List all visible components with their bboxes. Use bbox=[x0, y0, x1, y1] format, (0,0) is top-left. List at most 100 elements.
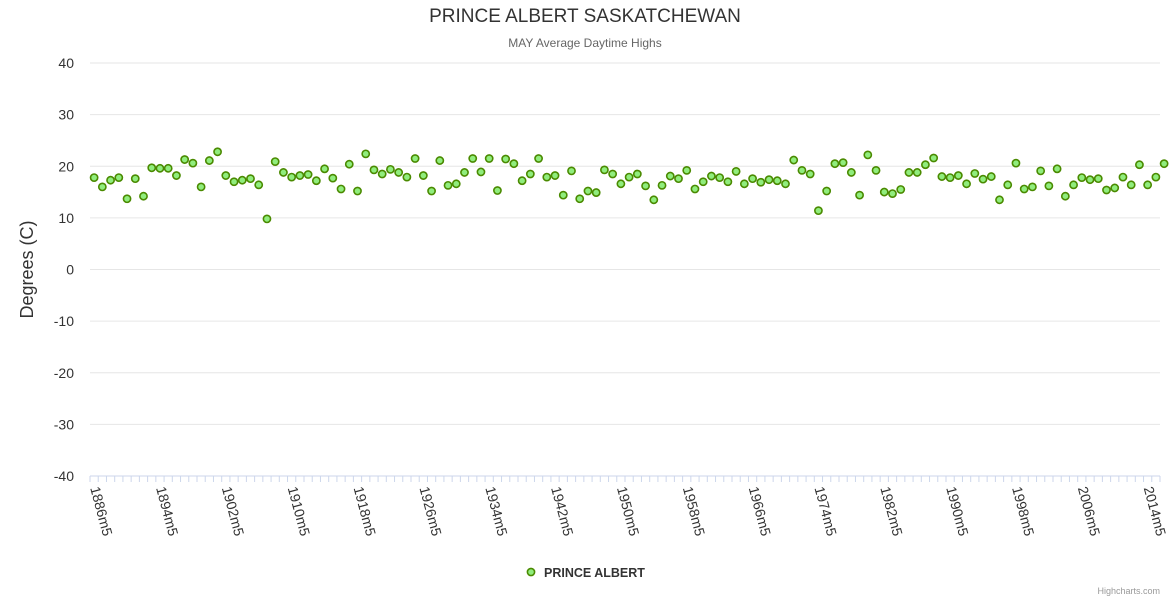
data-point bbox=[443, 180, 453, 190]
data-point bbox=[534, 154, 543, 163]
data-point bbox=[567, 166, 576, 176]
data-point bbox=[435, 156, 445, 165]
data-point bbox=[287, 172, 297, 182]
y-axis-title: Degrees (C) bbox=[17, 220, 37, 318]
x-tick-label: 1974m5 bbox=[812, 485, 841, 538]
data-point bbox=[707, 171, 716, 181]
data-point bbox=[1044, 181, 1054, 191]
data-point bbox=[114, 173, 124, 183]
data-point bbox=[501, 154, 511, 164]
data-point bbox=[575, 194, 585, 204]
data-point bbox=[550, 171, 560, 180]
data-point bbox=[517, 176, 527, 186]
y-tick-label: 10 bbox=[58, 210, 74, 226]
data-point bbox=[1060, 191, 1070, 201]
data-point bbox=[904, 168, 914, 177]
data-point bbox=[789, 155, 799, 165]
data-point bbox=[460, 168, 469, 177]
chart-title: PRINCE ALBERT SASKATCHEWAN bbox=[429, 6, 741, 27]
data-point bbox=[336, 184, 346, 194]
x-tick-label: 1966m5 bbox=[746, 485, 775, 538]
data-point bbox=[320, 164, 329, 174]
data-point bbox=[797, 165, 807, 175]
y-tick-label: 20 bbox=[58, 158, 74, 174]
data-point bbox=[295, 171, 305, 180]
data-point bbox=[1143, 180, 1153, 190]
x-tick-label: 2014m5 bbox=[1141, 485, 1170, 538]
data-point bbox=[270, 157, 280, 167]
x-tick-label: 1918m5 bbox=[351, 485, 380, 538]
data-point bbox=[180, 155, 190, 164]
data-point bbox=[427, 186, 436, 196]
data-point bbox=[962, 179, 971, 189]
data-point bbox=[929, 153, 939, 163]
data-point bbox=[1102, 185, 1111, 195]
data-point bbox=[822, 186, 832, 196]
x-tick-label: 1902m5 bbox=[219, 485, 248, 538]
data-point bbox=[995, 195, 1004, 205]
data-point bbox=[172, 171, 181, 180]
data-point bbox=[237, 175, 247, 185]
x-tick-label: 1886m5 bbox=[87, 485, 116, 538]
data-point bbox=[632, 169, 642, 179]
legend-label[interactable]: PRINCE ALBERT bbox=[544, 566, 645, 580]
data-point bbox=[953, 171, 963, 180]
data-point bbox=[122, 194, 132, 204]
data-point bbox=[163, 163, 173, 173]
data-point bbox=[855, 190, 864, 200]
data-point bbox=[246, 174, 255, 184]
data-point bbox=[418, 171, 428, 180]
data-point bbox=[624, 172, 634, 182]
data-point bbox=[756, 177, 766, 187]
legend-marker bbox=[526, 567, 536, 577]
data-point bbox=[863, 150, 873, 160]
data-point bbox=[583, 186, 593, 196]
data-point bbox=[139, 191, 148, 201]
data-point bbox=[616, 179, 626, 189]
data-point bbox=[377, 169, 387, 179]
x-tick-label: 1926m5 bbox=[416, 485, 445, 538]
data-point bbox=[542, 172, 552, 182]
data-point bbox=[674, 174, 683, 184]
data-point bbox=[1093, 174, 1103, 184]
data-point bbox=[188, 158, 198, 168]
data-point bbox=[468, 154, 478, 163]
data-point bbox=[204, 156, 214, 165]
data-point bbox=[525, 169, 535, 179]
data-point bbox=[805, 169, 815, 179]
x-tick-label: 1982m5 bbox=[877, 485, 906, 538]
data-point bbox=[402, 172, 412, 182]
chart-subtitle: MAY Average Daytime Highs bbox=[508, 36, 662, 50]
data-point bbox=[978, 174, 988, 184]
data-point bbox=[830, 159, 840, 169]
data-point bbox=[591, 188, 601, 197]
data-point bbox=[1003, 180, 1013, 190]
credits-link[interactable]: Highcharts.com bbox=[1097, 586, 1160, 596]
data-point bbox=[879, 187, 889, 197]
data-point bbox=[871, 165, 881, 175]
data-point bbox=[698, 177, 708, 187]
data-point bbox=[213, 147, 222, 157]
data-point bbox=[600, 165, 609, 175]
data-point bbox=[682, 165, 692, 175]
data-point bbox=[493, 186, 502, 195]
y-tick-label: -40 bbox=[54, 468, 74, 484]
data-point bbox=[1077, 173, 1087, 183]
data-point bbox=[657, 180, 667, 190]
data-point bbox=[229, 177, 239, 187]
data-point bbox=[1019, 184, 1029, 194]
data-point bbox=[328, 173, 338, 183]
data-point bbox=[254, 180, 264, 190]
data-point bbox=[344, 159, 354, 169]
data-point bbox=[394, 168, 404, 177]
data-point bbox=[369, 165, 379, 175]
x-tick-label: 1942m5 bbox=[548, 485, 577, 538]
data-point bbox=[361, 149, 371, 159]
x-tick-label: 1958m5 bbox=[680, 485, 709, 538]
data-point bbox=[641, 181, 650, 191]
x-tick-label: 1894m5 bbox=[153, 485, 182, 538]
y-tick-label: -20 bbox=[54, 365, 74, 381]
data-point bbox=[484, 154, 494, 163]
